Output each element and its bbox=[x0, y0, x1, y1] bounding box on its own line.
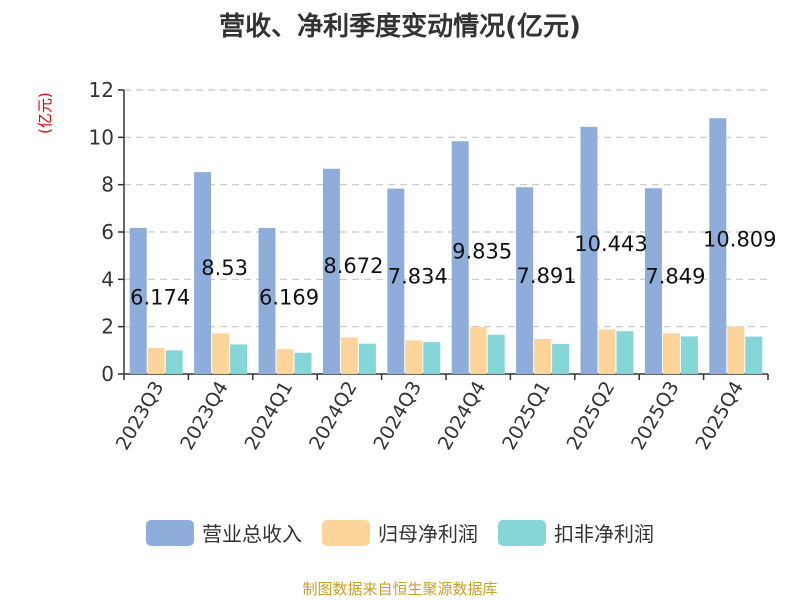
bar-2023Q3-s1 bbox=[147, 347, 165, 374]
bar-2025Q2-s0 bbox=[580, 126, 598, 374]
y-tick-label: 2 bbox=[101, 315, 114, 339]
bar-2024Q4-s2 bbox=[487, 334, 505, 374]
legend-label-adj-net-profit: 扣非净利润 bbox=[554, 522, 654, 546]
x-tick-label: 2023Q3 bbox=[112, 378, 169, 454]
data-label-revenue: 7.834 bbox=[388, 265, 448, 289]
x-tick-label: 2025Q1 bbox=[498, 378, 555, 454]
bar-2024Q3-s2 bbox=[423, 342, 441, 374]
bar-2025Q2-s1 bbox=[598, 329, 616, 374]
bar-2024Q1-s0 bbox=[258, 228, 276, 374]
y-tick-label: 4 bbox=[101, 267, 114, 291]
bar-2024Q3-s1 bbox=[405, 340, 423, 374]
x-tick-label: 2025Q3 bbox=[627, 378, 684, 454]
data-label-revenue: 9.835 bbox=[452, 240, 512, 264]
legend-item-revenue[interactable]: 营业总收入 bbox=[146, 518, 302, 547]
data-label-revenue: 8.672 bbox=[323, 254, 383, 278]
bar-2023Q4-s1 bbox=[212, 333, 230, 374]
bar-2023Q4-s0 bbox=[194, 172, 212, 374]
data-label-revenue: 6.169 bbox=[259, 286, 319, 310]
bar-2025Q4-s0 bbox=[709, 118, 727, 374]
legend-item-net-profit[interactable]: 归母净利润 bbox=[322, 518, 478, 547]
data-label-revenue: 10.443 bbox=[574, 232, 647, 256]
bar-2024Q3-s0 bbox=[387, 188, 405, 374]
bar-2024Q1-s2 bbox=[294, 352, 312, 374]
bar-2025Q3-s2 bbox=[680, 336, 698, 374]
bar-2025Q4-s1 bbox=[727, 326, 745, 374]
y-tick-label: 6 bbox=[101, 220, 114, 244]
legend-swatch-adj-net-profit bbox=[498, 519, 546, 546]
legend: 营业总收入 归母净利润 扣非净利润 bbox=[0, 518, 800, 547]
legend-swatch-net-profit bbox=[322, 519, 370, 546]
bar-2024Q4-s0 bbox=[451, 141, 469, 374]
bar-2024Q2-s1 bbox=[340, 337, 358, 374]
bar-2023Q4-s2 bbox=[230, 344, 248, 374]
bar-2025Q3-s1 bbox=[662, 333, 680, 374]
bar-2025Q2-s2 bbox=[616, 331, 634, 374]
x-tick-label: 2023Q4 bbox=[176, 378, 233, 454]
y-tick-label: 12 bbox=[89, 78, 114, 102]
bar-2025Q4-s2 bbox=[745, 336, 763, 374]
x-tick-label: 2024Q1 bbox=[241, 378, 298, 454]
y-tick-label: 8 bbox=[101, 173, 114, 197]
data-label-revenue: 7.849 bbox=[645, 265, 705, 289]
x-tick-label: 2025Q2 bbox=[563, 378, 620, 454]
legend-label-net-profit: 归母净利润 bbox=[378, 522, 478, 546]
legend-swatch-revenue bbox=[146, 519, 194, 546]
x-tick-label: 2024Q4 bbox=[434, 378, 491, 454]
bar-2024Q4-s1 bbox=[469, 327, 487, 374]
y-tick-label: 0 bbox=[101, 362, 114, 386]
data-source-note: 制图数据来自恒生聚源数据库 bbox=[302, 580, 498, 598]
bar-2025Q1-s0 bbox=[516, 187, 534, 374]
data-label-revenue: 10.809 bbox=[703, 227, 776, 251]
legend-item-adj-net-profit[interactable]: 扣非净利润 bbox=[498, 518, 654, 547]
legend-label-revenue: 营业总收入 bbox=[202, 522, 302, 546]
x-tick-label: 2025Q4 bbox=[691, 378, 748, 454]
bar-2024Q2-s2 bbox=[358, 343, 376, 374]
x-tick-label: 2024Q3 bbox=[369, 378, 426, 454]
bar-2025Q3-s0 bbox=[644, 188, 662, 374]
data-label-revenue: 8.53 bbox=[201, 256, 248, 280]
data-label-revenue: 7.891 bbox=[517, 264, 577, 288]
bar-2023Q3-s0 bbox=[129, 227, 147, 374]
bar-2024Q1-s1 bbox=[276, 349, 294, 374]
data-label-revenue: 6.174 bbox=[130, 286, 190, 310]
chart-title: 营收、净利季度变动情况(亿元) bbox=[219, 12, 581, 42]
bar-2024Q2-s0 bbox=[322, 168, 340, 374]
x-tick-label: 2024Q2 bbox=[305, 378, 362, 454]
y-tick-label: 10 bbox=[89, 125, 114, 149]
bar-2025Q1-s2 bbox=[552, 343, 570, 374]
bar-2023Q3-s2 bbox=[165, 350, 183, 374]
bar-2025Q1-s1 bbox=[534, 338, 552, 374]
